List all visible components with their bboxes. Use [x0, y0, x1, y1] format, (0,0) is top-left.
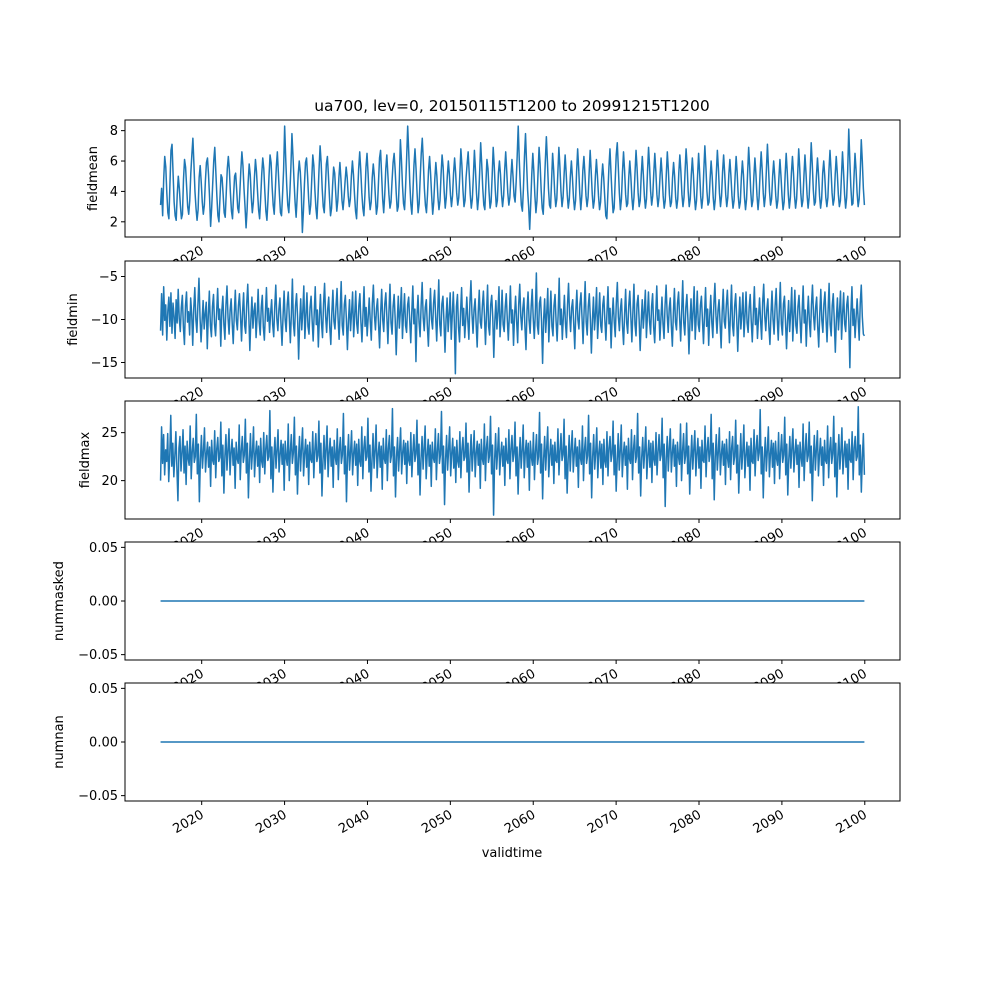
y-tick-label-fieldmean-2: 6 — [110, 155, 118, 170]
y-axis-label-nummasked: nummasked — [52, 561, 67, 641]
chart-title: ua700, lev=0, 20150115T1200 to 20991215T… — [314, 97, 710, 115]
plot-frame-fieldmax — [124, 400, 901, 520]
y-tick-label-fieldmean-3: 8 — [110, 124, 118, 139]
y-tick-label-fieldmean-0: 2 — [110, 215, 118, 230]
x-axis-label: validtime — [482, 846, 543, 861]
series-line-fieldmax — [159, 406, 866, 516]
y-axis-label-fieldmax: fieldmax — [78, 432, 93, 489]
y-tick-label-numnan-0: −0.05 — [78, 789, 118, 804]
y-tick-label-fieldmax-1: 25 — [101, 426, 118, 441]
y-axis-label-numnan: numnan — [52, 715, 67, 769]
y-tick-label-fieldmin-1: −10 — [91, 313, 118, 328]
y-tick-label-fieldmean-1: 4 — [110, 185, 118, 200]
y-tick-label-nummasked-0: −0.05 — [78, 648, 118, 663]
y-tick-label-fieldmax-0: 20 — [101, 474, 118, 489]
y-tick-label-nummasked-1: 0.00 — [89, 595, 118, 610]
y-axis-label-fieldmin: fieldmin — [66, 293, 81, 346]
y-tick-label-fieldmin-0: −15 — [91, 356, 118, 371]
series-line-fieldmean — [159, 125, 866, 234]
y-tick-label-numnan-2: 0.05 — [89, 682, 118, 697]
plot-frame-fieldmean — [124, 119, 901, 238]
y-tick-label-numnan-1: 0.00 — [89, 736, 118, 751]
y-axis-label-fieldmean: fieldmean — [86, 146, 101, 211]
series-line-fieldmin — [159, 272, 866, 375]
y-tick-label-nummasked-2: 0.05 — [89, 541, 118, 556]
y-tick-label-fieldmin-2: −5 — [99, 270, 118, 285]
